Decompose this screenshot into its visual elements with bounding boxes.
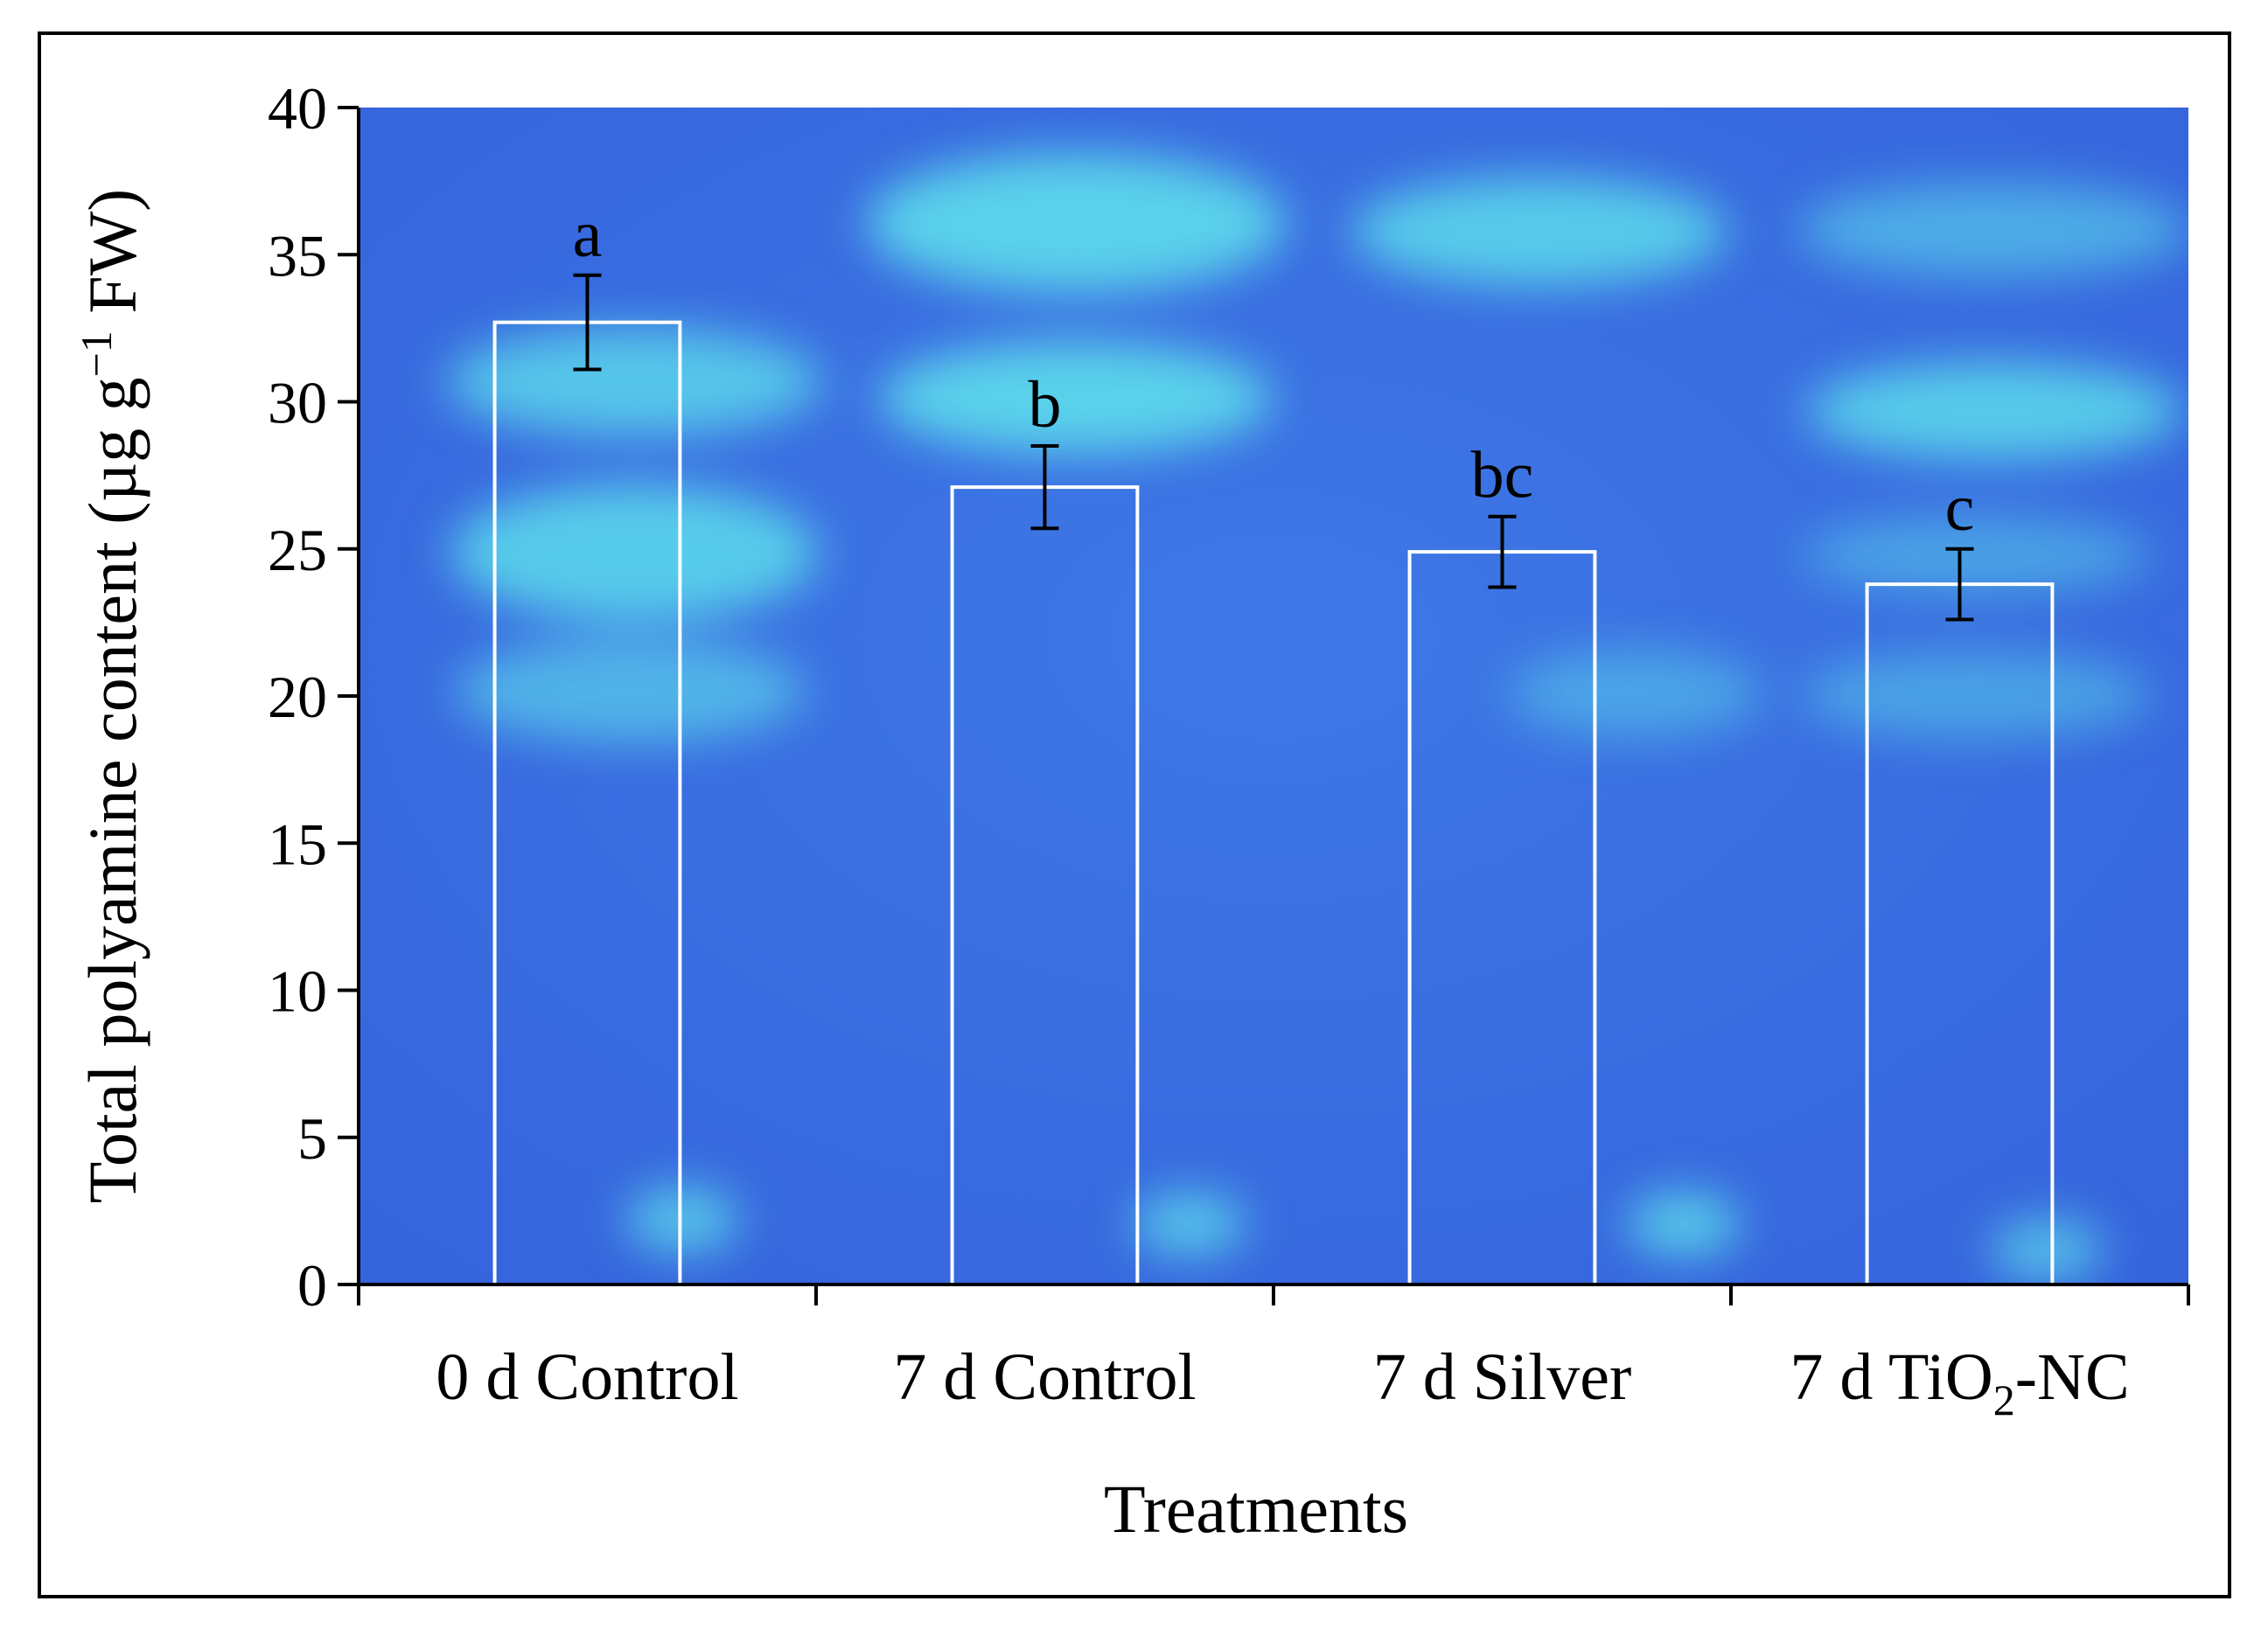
y-tick-label: 25 [268,517,327,583]
gel-spot [455,638,805,743]
x-tick-label: 7 d TiO2-NC [1790,1340,2129,1424]
gel-spot [1990,1219,2104,1282]
y-axis-title: Total polyamine content (µg g−1 FW) [72,189,150,1204]
gel-spot [1627,1193,1741,1256]
x-tick-label: 7 d Control [893,1340,1196,1414]
significance-label: b [1029,368,1062,442]
y-tick-label: 35 [268,222,327,289]
x-axis-title: Treatments [1104,1471,1408,1547]
gel-spot [1802,651,2152,739]
y-tick-label: 5 [297,1105,327,1172]
gel-spot [1351,178,1727,286]
gel-spot [866,153,1286,293]
y-axis-ticks: 0 5 10 15 20 25 30 35 40 [268,75,359,1319]
gel-spot [1806,362,2182,460]
x-tick-label: 0 d Control [436,1340,738,1414]
x-tick-label: 7 d Silver [1373,1340,1632,1414]
y-tick-label: 30 [268,370,327,436]
gel-spot [450,484,818,621]
significance-label: a [573,198,603,271]
significance-labels-group: a b bc c [573,198,1975,545]
error-bars-group [573,273,1974,622]
gel-spot [625,1187,739,1253]
gel-spot [1509,650,1762,737]
y-tick-label: 0 [297,1252,327,1319]
gel-spot [1133,1193,1246,1256]
significance-label: bc [1471,439,1534,512]
gel-spot [1797,183,2188,277]
y-tick-label: 40 [268,75,327,142]
gel-spots [446,153,2188,1282]
y-tick-label: 10 [268,958,327,1025]
gel-spot [1802,516,2152,595]
gel-spot [446,328,822,436]
gel-spot [879,342,1273,454]
y-tick-label: 15 [268,811,327,877]
significance-label: c [1945,471,1975,545]
y-tick-label: 20 [268,664,327,730]
x-axis-ticks: 0 d Control 7 d Control 7 d Silver 7 d TiO2… [357,1284,2190,1424]
